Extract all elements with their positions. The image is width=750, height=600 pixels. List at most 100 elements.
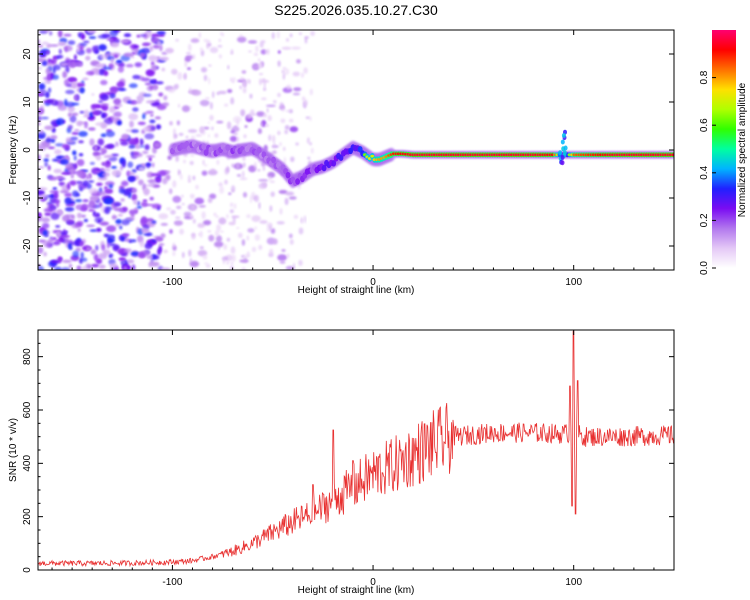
heatmap-cell — [183, 159, 186, 164]
heatmap-cell — [226, 260, 230, 265]
heatmap-cell — [44, 212, 52, 216]
heatmap-cell — [192, 53, 196, 60]
heatmap-cell — [209, 102, 213, 110]
heatmap-cell — [88, 173, 92, 180]
heatmap-cell — [123, 248, 132, 253]
heatmap-cell — [130, 251, 140, 257]
heatmap-cell — [227, 65, 230, 70]
heatmap-cell — [91, 45, 97, 53]
heatmap-cell — [104, 188, 114, 194]
heatmap-cell — [172, 251, 176, 257]
heatmap-cell — [190, 153, 195, 157]
heatmap-cell — [321, 164, 327, 172]
heatmap-cell — [90, 249, 97, 255]
heatmap-cell — [100, 103, 110, 107]
heatmap-cell — [134, 62, 142, 68]
heatmap-cell — [47, 146, 56, 149]
heatmap-cell — [204, 262, 209, 265]
heatmap-cell — [49, 44, 59, 47]
heatmap-cell — [282, 146, 286, 151]
heatmap-cell — [73, 155, 77, 161]
heatmap-cell — [40, 194, 47, 198]
colorbar-tick-label: 0.2 — [699, 213, 710, 227]
heatmap-cell — [234, 125, 238, 128]
heatmap-cell — [192, 218, 196, 224]
heatmap-cell — [43, 30, 51, 33]
heatmap-cell — [258, 202, 261, 210]
heatmap-cell — [157, 248, 162, 256]
heatmap-cell — [242, 155, 246, 162]
heatmap-cell — [292, 92, 301, 96]
heatmap-cell — [63, 33, 72, 37]
heatmap-cell — [189, 214, 194, 220]
heatmap-cell — [209, 193, 217, 200]
heatmap-cell — [39, 129, 44, 135]
heatmap-cell — [172, 180, 177, 188]
heatmap-cell — [283, 68, 290, 76]
heatmap-cell — [79, 42, 88, 47]
heatmap-cell — [123, 33, 132, 38]
heatmap-cell — [143, 233, 153, 236]
heatmap-cell — [230, 77, 233, 82]
heatmap-cell — [105, 130, 116, 138]
heatmap-cell — [121, 233, 130, 237]
colorbar-gradient — [712, 30, 736, 268]
heatmap-cell — [146, 184, 156, 187]
heatmap-cell — [176, 205, 182, 210]
heatmap-cell — [109, 93, 116, 99]
heatmap-cell — [292, 71, 301, 77]
heatmap-cell — [251, 191, 256, 199]
heatmap-cell — [254, 234, 261, 241]
heatmap-cell — [284, 129, 289, 135]
heatmap-cell — [86, 224, 95, 228]
heatmap-cell — [139, 240, 145, 248]
heatmap-cell — [243, 134, 247, 139]
heatmap-cell — [273, 238, 278, 245]
snr-panel: -100 0 100 0 200 400 600 800 Height of straight… — [8, 329, 675, 596]
heatmap-cell — [113, 111, 122, 118]
heatmap-cell — [259, 72, 263, 76]
heatmap-cell — [128, 209, 137, 215]
y-tick-label: -20 — [22, 238, 33, 253]
heatmap-cell — [115, 219, 122, 224]
heatmap-cell — [136, 205, 142, 209]
heatmap-cell — [289, 126, 299, 133]
heatmap-cell — [131, 193, 138, 201]
heatmap-cell — [250, 109, 255, 116]
heatmap-cell — [230, 97, 235, 105]
heatmap-cell — [106, 38, 113, 41]
heatmap-cell — [139, 52, 146, 58]
heatmap-cell — [166, 207, 172, 211]
heatmap-cell — [300, 218, 303, 223]
heatmap-cell — [151, 239, 157, 243]
heatmap-cell — [257, 169, 261, 172]
heatmap-cell — [96, 182, 103, 186]
y-tick-label: 20 — [22, 48, 33, 60]
heatmap-cell — [230, 261, 234, 265]
heatmap-cell — [66, 139, 74, 143]
heatmap-cell — [79, 110, 85, 114]
heatmap-cell — [104, 207, 111, 215]
heatmap-cell — [173, 220, 183, 226]
heatmap-cell — [80, 33, 86, 40]
heatmap-cell — [216, 159, 220, 165]
heatmap-cell — [80, 251, 84, 259]
heatmap-cell — [293, 214, 299, 219]
heatmap-cell — [111, 235, 116, 240]
heatmap-cell — [144, 133, 155, 140]
heatmap-cell — [45, 91, 50, 99]
heatmap-cell — [38, 134, 45, 139]
heatmap-cell — [141, 77, 151, 82]
heatmap-cell — [268, 175, 272, 182]
heatmap-cell — [110, 115, 117, 122]
heatmap-cell — [282, 67, 287, 70]
heatmap-cell — [305, 116, 310, 119]
heatmap-cell — [45, 154, 50, 158]
heatmap-cell — [230, 246, 236, 254]
heatmap-cell — [135, 144, 141, 150]
heatmap-cell — [118, 62, 125, 68]
heatmap-cell — [286, 253, 290, 259]
heatmap-cell — [46, 50, 50, 55]
heatmap-cell — [199, 246, 204, 250]
